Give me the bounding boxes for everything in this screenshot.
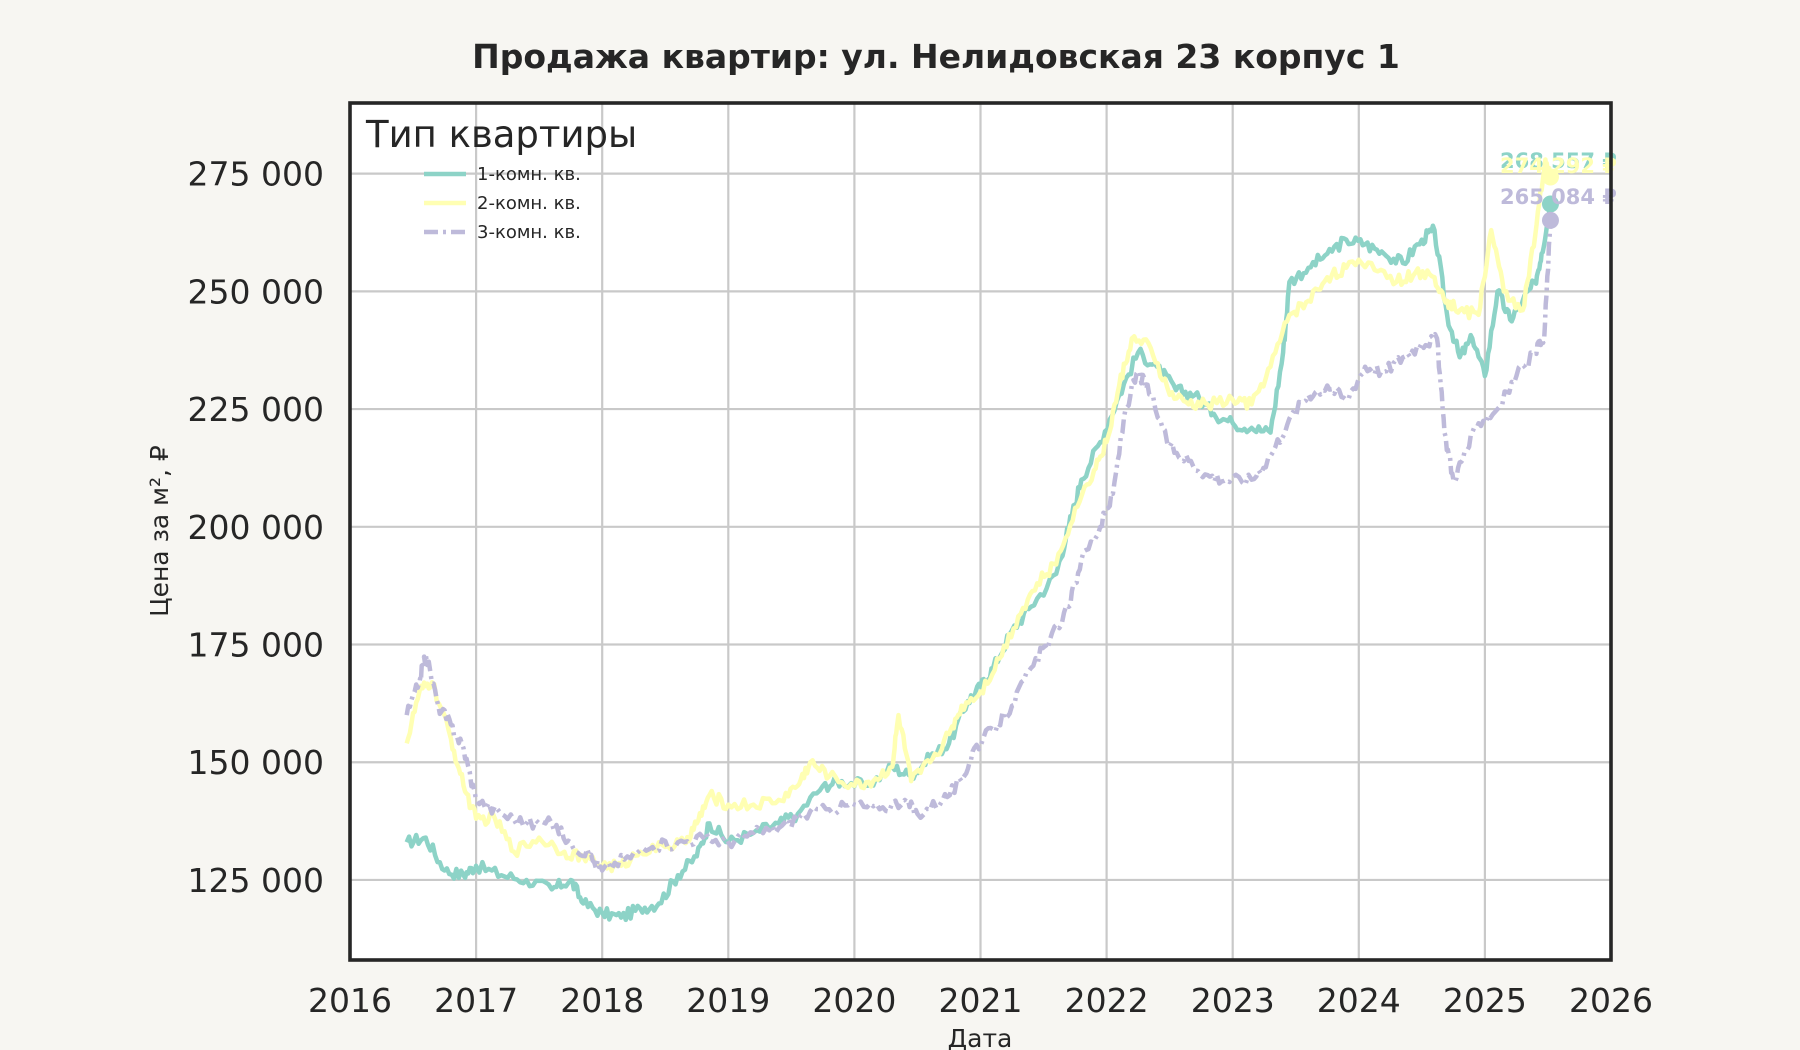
- x-tick-label: 2021: [939, 981, 1023, 1020]
- series-end-marker-1: [1541, 195, 1559, 213]
- y-tick-label: 125 000: [188, 861, 324, 900]
- x-tick-label: 2016: [308, 981, 392, 1020]
- legend-label-1: 1-комн. кв.: [477, 164, 581, 185]
- x-tick-label: 2025: [1443, 981, 1527, 1020]
- series-end-label-2: 274 292 ₽: [1500, 154, 1617, 178]
- x-tick-label: 2022: [1065, 981, 1149, 1020]
- x-tick-label: 2019: [686, 981, 770, 1020]
- legend-label-2: 2-комн. кв.: [477, 193, 581, 214]
- series-line-3: [404, 220, 1553, 873]
- chart-title: Продажа квартир: ул. Нелидовская 23 корп…: [472, 37, 1400, 76]
- series-end-label-3: 265 084 ₽: [1500, 185, 1617, 209]
- y-tick-label: 150 000: [188, 743, 324, 782]
- y-tick-label: 250 000: [188, 272, 324, 311]
- y-tick-label: 225 000: [188, 390, 324, 429]
- y-tick-label: 200 000: [188, 508, 324, 547]
- x-tick-label: 2017: [434, 981, 518, 1020]
- legend-title: Тип квартиры: [365, 113, 637, 156]
- x-tick-label: 2018: [560, 981, 644, 1020]
- series-line-1: [404, 203, 1553, 923]
- y-tick-label: 175 000: [188, 626, 324, 665]
- series-end-marker-3: [1541, 211, 1559, 229]
- series-layer: [404, 157, 1553, 923]
- x-tick-label: 2020: [812, 981, 896, 1020]
- y-tick-labels: 125 000 150 000 175 000 200 000 225 000 250 0…: [188, 155, 324, 900]
- x-tick-label: 2024: [1317, 981, 1401, 1020]
- x-tick-label: 2026: [1569, 981, 1653, 1020]
- series-end-marker-2: [1541, 168, 1559, 186]
- end-labels: 268 557 ₽274 292 ₽ 265 084 ₽: [1500, 149, 1617, 229]
- legend: Тип квартиры 1-комн. кв. 2-комн. кв. 3-ком…: [365, 113, 637, 243]
- x-tick-label: 2023: [1191, 981, 1275, 1020]
- series-end-label-1: 268 557 ₽: [1500, 149, 1617, 173]
- plot-frame: [348, 101, 1613, 962]
- y-axis-title: Цена за м², ₽: [145, 445, 174, 617]
- x-axis-title: Дата: [948, 1024, 1013, 1050]
- legend-label-3: 3-комн. кв.: [477, 222, 581, 243]
- x-tick-labels: 2016 2017 2018 2019 2020 2021 2022 2023 2024 2025…: [308, 981, 1653, 1020]
- y-tick-label: 275 000: [188, 155, 324, 194]
